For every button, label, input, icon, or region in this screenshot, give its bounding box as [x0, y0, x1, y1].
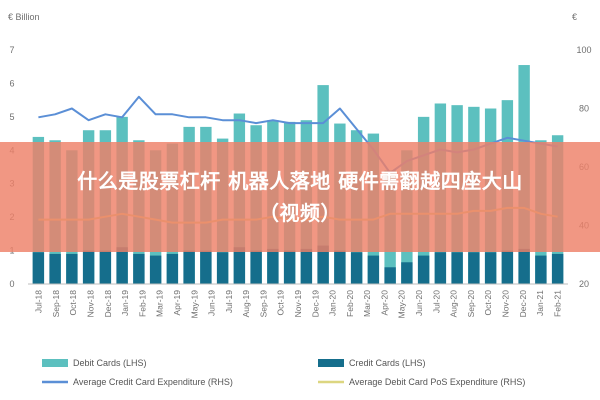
- right-axis-unit: €: [572, 12, 577, 22]
- right-tick-label: 100: [576, 45, 591, 55]
- credit-bar: [367, 255, 380, 284]
- x-tick-label: Jun-20: [414, 290, 424, 316]
- legend-swatch: [42, 359, 68, 367]
- x-tick-label: Feb-19: [137, 290, 147, 317]
- legend-label: Debit Cards (LHS): [73, 358, 147, 368]
- x-tick-label: Nov-18: [86, 290, 96, 318]
- credit-bar: [183, 250, 195, 284]
- right-tick-label: 80: [579, 104, 589, 114]
- credit-bar: [434, 252, 447, 284]
- credit-bar: [501, 250, 514, 284]
- credit-bar: [133, 253, 145, 284]
- x-tick-label: Jun-19: [207, 290, 217, 316]
- credit-bar: [317, 245, 329, 284]
- credit-bar: [300, 248, 313, 284]
- credit-bar: [116, 247, 128, 284]
- credit-bar: [551, 253, 564, 284]
- x-tick-label: Dec-19: [310, 290, 320, 318]
- overlay-title: 什么是股票杠杆 机器人落地 硬件需翻越四座大山: [77, 169, 523, 193]
- credit-bar: [518, 248, 530, 284]
- x-tick-label: Dec-18: [103, 290, 113, 318]
- legend: Debit Cards (LHS) Credit Cards (LHS) Avera…: [42, 358, 525, 387]
- credit-bar: [49, 253, 61, 284]
- credit-bar: [216, 252, 229, 284]
- x-axis-ticks: Jul-18 Sep-18 Oct-18 Nov-18 Dec-18 Jan-19 Feb-…: [34, 290, 563, 319]
- legend-label: Credit Cards (LHS): [349, 358, 426, 368]
- x-tick-label: Oct-20: [483, 290, 493, 316]
- credit-bar: [484, 252, 497, 284]
- x-tick-label: Nov-19: [293, 290, 303, 318]
- x-tick-label: Jan-19: [120, 290, 130, 316]
- x-tick-label: Feb-20: [345, 290, 355, 317]
- credit-bar: [32, 252, 45, 284]
- x-tick-label: May-19: [189, 290, 199, 319]
- credit-bar: [350, 252, 363, 284]
- credit-bar: [99, 250, 112, 284]
- x-tick-label: Aug-20: [449, 290, 459, 318]
- credit-bar: [267, 248, 279, 284]
- x-tick-label: Jan-21: [535, 290, 545, 316]
- credit-bar: [451, 252, 463, 284]
- credit-bar: [283, 250, 296, 284]
- overlay-subtitle: （视频）: [259, 201, 341, 225]
- overlay-banner[interactable]: 什么是股票杠杆 机器人落地 硬件需翻越四座大山 （视频）: [0, 142, 600, 252]
- x-tick-label: Sep-19: [258, 290, 268, 318]
- credit-bar: [535, 255, 547, 284]
- right-tick-label: 20: [579, 279, 589, 289]
- x-tick-label: Aug-19: [241, 290, 251, 318]
- credit-bar: [233, 247, 246, 284]
- x-tick-label: Jul-18: [34, 290, 44, 313]
- x-tick-label: Oct-18: [68, 290, 78, 316]
- left-axis-unit: € Billion: [8, 12, 40, 22]
- credit-bar: [384, 267, 396, 284]
- credit-bar: [401, 262, 413, 284]
- left-tick-label: 5: [9, 112, 14, 122]
- x-tick-label: Jul-20: [431, 290, 441, 313]
- x-tick-label: Oct-19: [276, 290, 286, 316]
- credit-bar: [468, 252, 480, 284]
- x-tick-label: Dec-20: [518, 290, 528, 318]
- left-tick-label: 0: [9, 279, 14, 289]
- credit-bar: [66, 253, 78, 284]
- x-tick-label: Nov-20: [500, 290, 510, 318]
- x-tick-label: Jul-19: [224, 290, 234, 313]
- x-tick-label: Feb-21: [552, 290, 562, 317]
- x-tick-label: Sep-18: [51, 290, 61, 318]
- credit-bar: [334, 250, 346, 284]
- x-tick-label: May-20: [397, 290, 407, 319]
- legend-swatch: [318, 359, 344, 367]
- credit-bar: [250, 250, 262, 284]
- x-tick-label: Mar-19: [155, 290, 165, 317]
- x-tick-label: Apr-20: [379, 290, 389, 316]
- legend-label: Average Credit Card Expenditure (RHS): [73, 377, 233, 387]
- credit-bar: [149, 255, 162, 284]
- credit-bar: [166, 253, 179, 284]
- x-tick-label: Sep-20: [466, 290, 476, 318]
- left-tick-label: 7: [9, 45, 14, 55]
- legend-label: Average Debit Card PoS Expenditure (RHS): [349, 377, 525, 387]
- x-tick-label: Mar-20: [362, 290, 372, 317]
- x-tick-label: Jan-20: [328, 290, 338, 316]
- left-tick-label: 6: [9, 78, 14, 88]
- credit-bar: [200, 250, 212, 284]
- credit-bar: [82, 250, 95, 284]
- credit-bar: [417, 255, 430, 284]
- x-tick-label: Apr-19: [172, 290, 182, 316]
